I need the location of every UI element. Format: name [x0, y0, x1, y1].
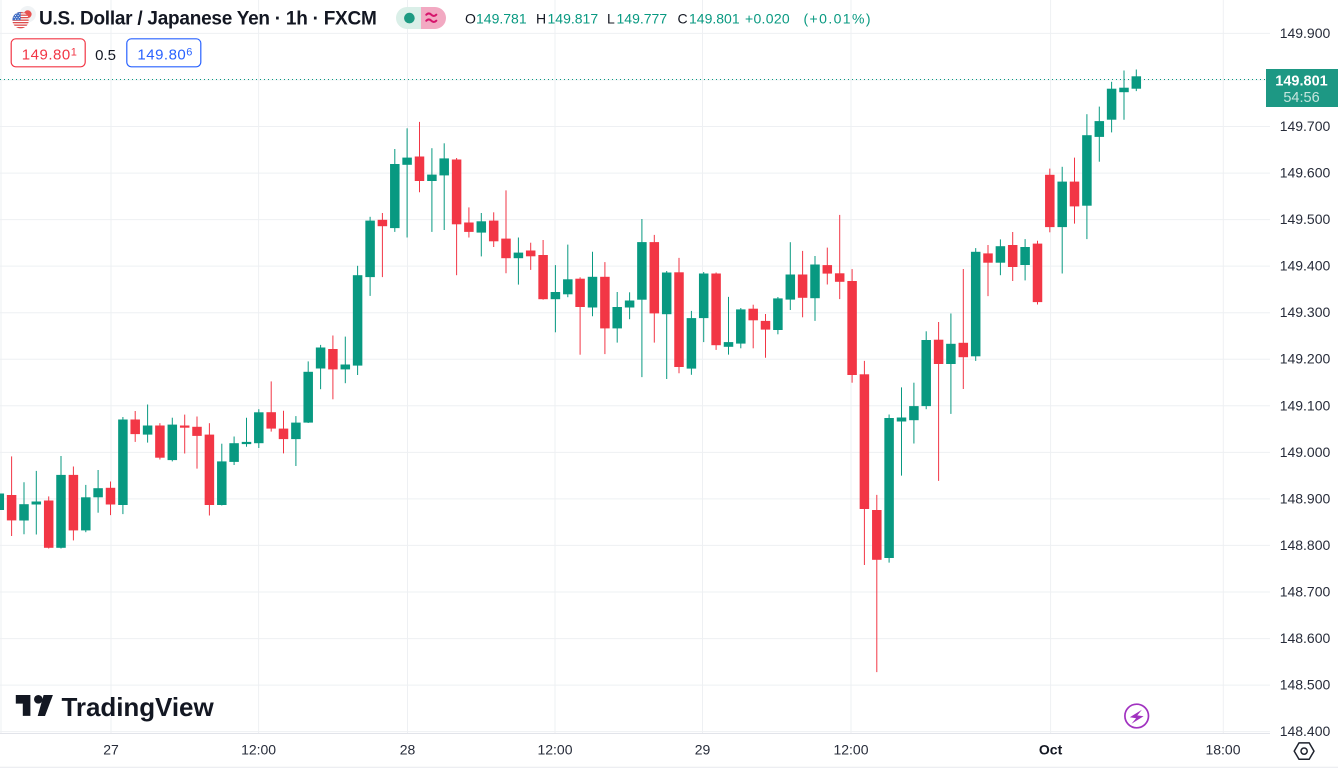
svg-text:149.000: 149.000: [1280, 444, 1331, 460]
svg-text:149.600: 149.600: [1280, 165, 1331, 181]
svg-text:28: 28: [400, 742, 416, 758]
svg-text:149.900: 149.900: [1280, 25, 1331, 41]
svg-text:149.801: 149.801: [1275, 74, 1327, 90]
svg-text:149.806: 149.806: [137, 46, 193, 63]
svg-text:148.400: 148.400: [1280, 723, 1331, 739]
svg-text:27: 27: [103, 742, 119, 758]
svg-text:Oct: Oct: [1039, 742, 1063, 758]
svg-text:149.700: 149.700: [1280, 118, 1331, 134]
svg-text:0.5: 0.5: [95, 47, 116, 64]
svg-text:12:00: 12:00: [241, 742, 276, 758]
svg-text:148.600: 148.600: [1280, 630, 1331, 646]
svg-text:12:00: 12:00: [537, 742, 572, 758]
svg-text:U.S. Dollar / Japanese Yen · 1: U.S. Dollar / Japanese Yen · 1h · FXCM: [39, 9, 377, 30]
svg-text:18:00: 18:00: [1205, 742, 1240, 758]
svg-text:12:00: 12:00: [833, 742, 868, 758]
svg-text:149.100: 149.100: [1280, 397, 1331, 413]
svg-text:149.400: 149.400: [1280, 258, 1331, 274]
svg-text:148.500: 148.500: [1280, 677, 1331, 693]
svg-text:149.801: 149.801: [22, 46, 78, 63]
svg-text:TradingView: TradingView: [62, 692, 215, 722]
svg-text:149.500: 149.500: [1280, 211, 1331, 227]
svg-text:148.700: 148.700: [1280, 584, 1331, 600]
svg-text:149.300: 149.300: [1280, 304, 1331, 320]
svg-text:148.800: 148.800: [1280, 537, 1331, 553]
svg-text:148.900: 148.900: [1280, 490, 1331, 506]
svg-text:29: 29: [695, 742, 711, 758]
svg-text:149.200: 149.200: [1280, 351, 1331, 367]
svg-text:54:56: 54:56: [1283, 90, 1319, 106]
